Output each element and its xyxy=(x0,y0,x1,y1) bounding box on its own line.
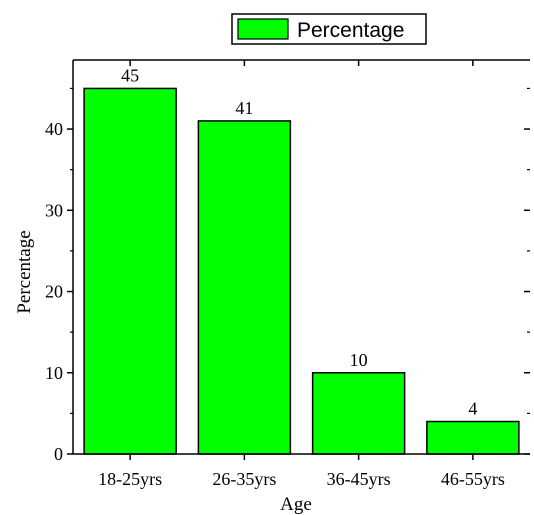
y-tick-label: 20 xyxy=(45,282,63,302)
x-axis-label: Age xyxy=(280,494,312,515)
data-label: 4 xyxy=(468,399,477,419)
y-tick-label: 40 xyxy=(45,119,63,139)
x-tick-label: 26-35yrs xyxy=(212,469,276,489)
data-label: 41 xyxy=(235,98,253,118)
bar-26-35yrs xyxy=(197,120,292,455)
legend-label: Percentage xyxy=(297,19,404,42)
data-label: 10 xyxy=(350,350,368,370)
y-tick-label: 0 xyxy=(54,444,63,464)
x-tick-label: 46-55yrs xyxy=(441,469,505,489)
bar-46-55yrs xyxy=(426,420,520,455)
x-tick-label: 36-45yrs xyxy=(327,469,391,489)
x-tick-label: 18-25yrs xyxy=(98,469,162,489)
y-tick-label: 10 xyxy=(45,363,63,383)
bar-36-45yrs xyxy=(311,372,406,455)
y-tick-label: 30 xyxy=(45,200,63,220)
data-label: 45 xyxy=(121,65,139,85)
bar-18-25yrs xyxy=(83,87,177,455)
legend: Percentage xyxy=(231,13,427,45)
y-axis-label: Percentage xyxy=(14,230,35,313)
legend-swatch xyxy=(237,18,289,40)
